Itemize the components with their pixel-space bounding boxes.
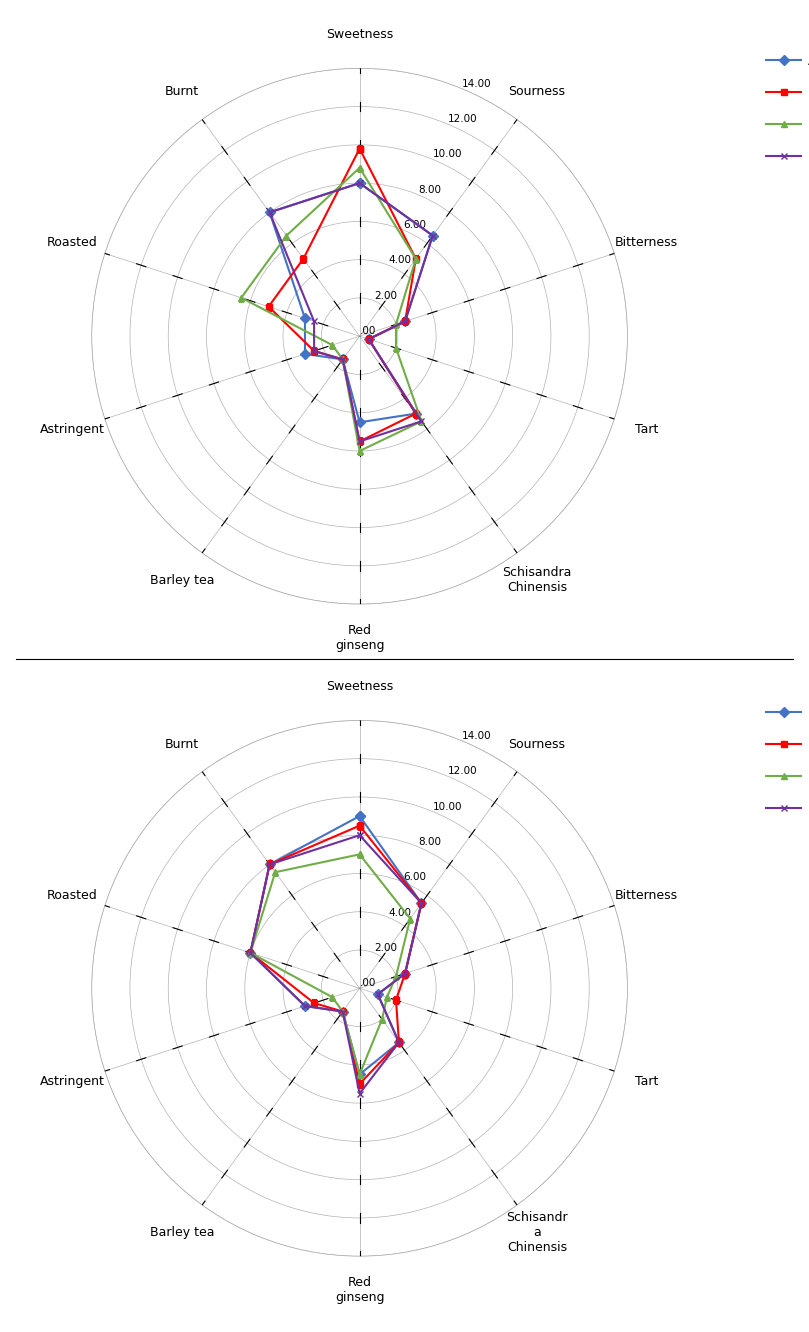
Legend: E, F, G, H: E, F, G, H (760, 701, 809, 822)
Legend: A, B, C, D: A, B, C, D (760, 48, 809, 169)
